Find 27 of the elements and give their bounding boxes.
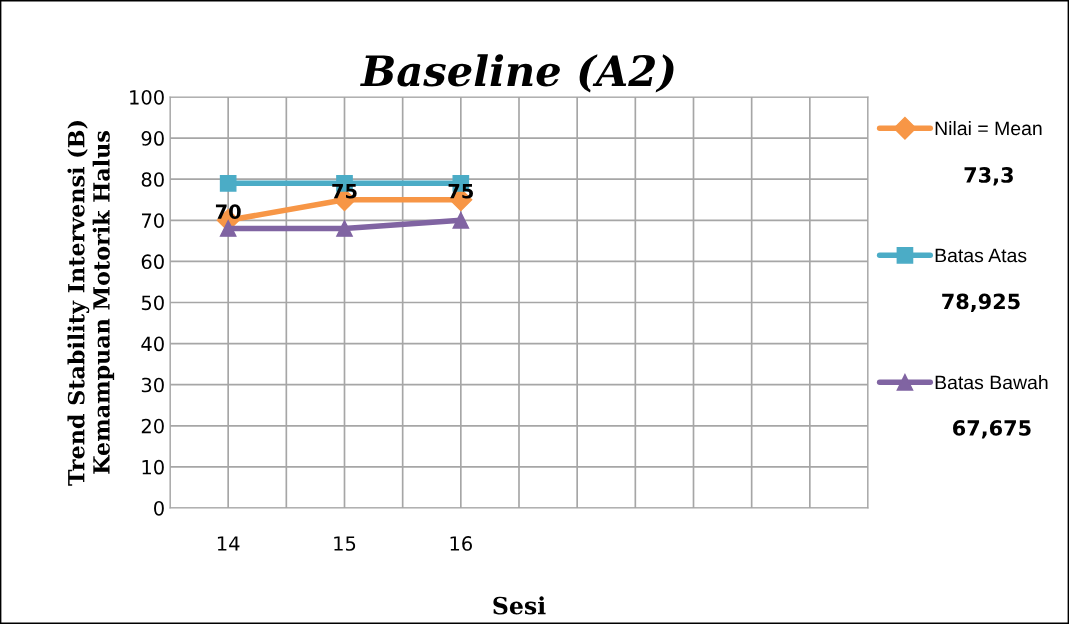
y-tick-label: 100 bbox=[130, 89, 164, 105]
point bbox=[219, 174, 237, 192]
point bbox=[336, 220, 353, 237]
y-tick-label: 10 bbox=[142, 459, 164, 475]
text: 73,3 bbox=[964, 167, 1013, 186]
y-tick-label: 90 bbox=[141, 131, 164, 146]
point bbox=[452, 211, 470, 229]
y-tick-label: 40 bbox=[141, 336, 164, 352]
chart-title: Baseline (A2) bbox=[360, 54, 674, 93]
y-tick-label: 70 bbox=[141, 213, 164, 228]
x-tick-label: 15 bbox=[334, 536, 356, 551]
text: 67,675 bbox=[953, 420, 1031, 439]
y-axis-title: Trend Stability Intervensi (B) Kemampuan Motorik Halus bbox=[67, 121, 115, 486]
point bbox=[219, 220, 237, 237]
y-tick-label: 20 bbox=[141, 418, 164, 434]
text: 78,925 bbox=[942, 293, 1020, 312]
x-tick-label: 16 bbox=[450, 536, 472, 551]
y-tick-label: 80 bbox=[141, 172, 164, 187]
legend-label: Nilai = Mean bbox=[935, 121, 1042, 136]
y-tick-label: 50 bbox=[141, 295, 164, 311]
x-tick-label: 14 bbox=[217, 536, 240, 551]
y-tick-label: 60 bbox=[141, 254, 164, 270]
y-tick-label: 30 bbox=[141, 377, 164, 393]
x-axis-title: Sesi bbox=[493, 596, 546, 615]
legend-label: Batas Bawah bbox=[935, 375, 1048, 390]
y-tick-label: 0 bbox=[154, 500, 164, 516]
legend-label: Batas Atas bbox=[935, 248, 1027, 263]
